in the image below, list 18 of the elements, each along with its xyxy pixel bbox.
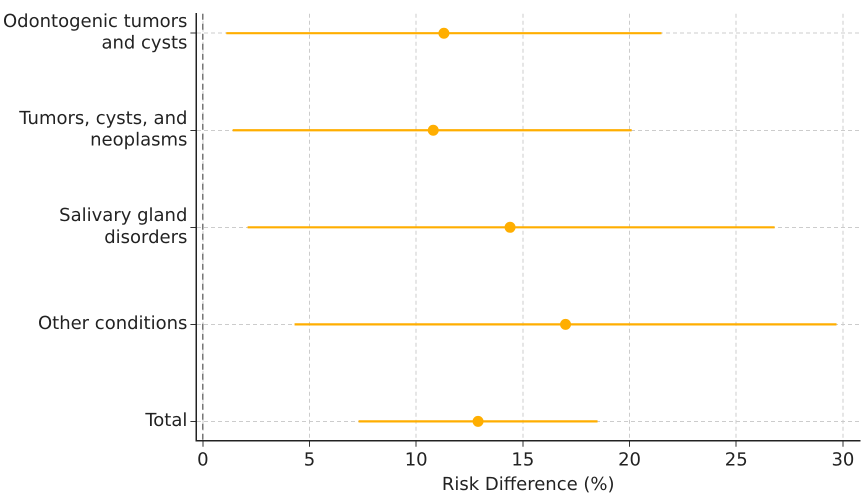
point xyxy=(560,318,572,330)
point xyxy=(438,28,450,39)
x-tick-label: 5 xyxy=(304,449,316,470)
x-tick-label: 20 xyxy=(618,449,642,470)
x-tick-label: 15 xyxy=(511,449,534,470)
y-tick-label: Tumors, cysts, and neoplasms xyxy=(18,108,188,151)
x-tick-label: 30 xyxy=(831,449,854,470)
point xyxy=(504,222,516,233)
y-tick-label: Salivary gland disorders xyxy=(59,205,188,248)
y-tick-label: Odontogenic tumors and cysts xyxy=(2,11,188,54)
y-tick-label: Other conditions xyxy=(38,313,188,334)
x-tick-label: 0 xyxy=(197,449,209,470)
x-axis-title: Risk Difference (%) xyxy=(442,474,615,495)
y-tick-label: Total xyxy=(144,410,188,432)
x-tick-label: 25 xyxy=(724,449,748,470)
point xyxy=(472,416,484,427)
point xyxy=(428,124,439,136)
x-tick-label: 10 xyxy=(404,449,428,470)
